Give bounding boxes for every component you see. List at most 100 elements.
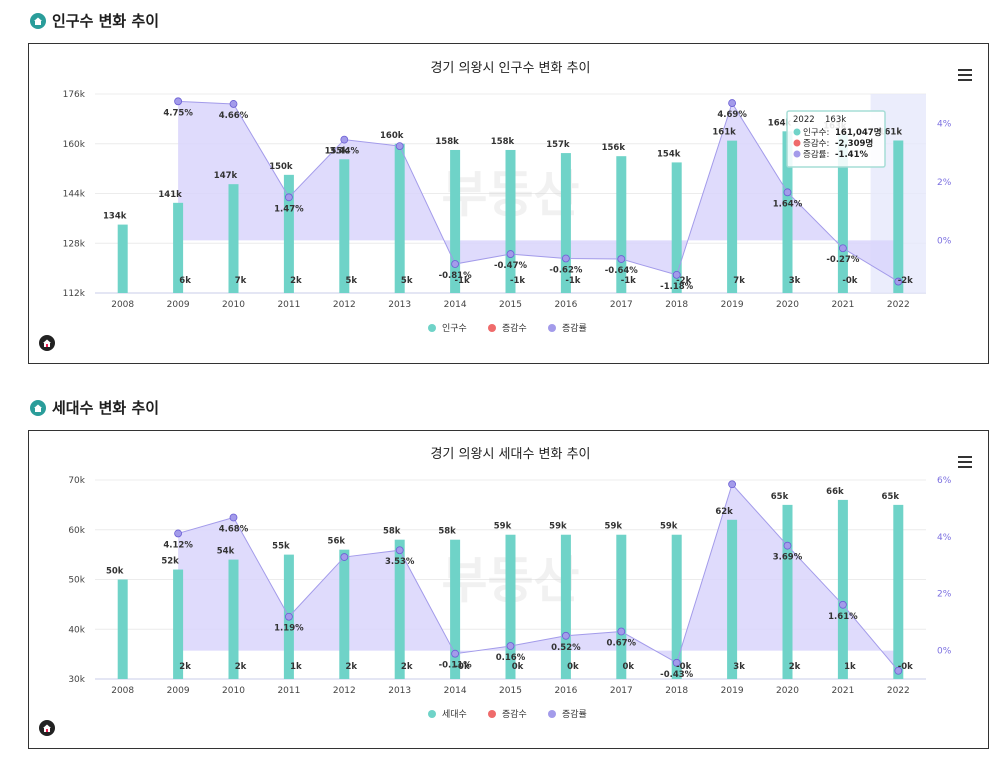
x-axis-tick-label: 2011: [277, 686, 300, 696]
rate-point: [506, 250, 515, 258]
rate-value-label: 4.12%: [163, 540, 193, 550]
x-axis-tick-label: 2022: [887, 686, 910, 696]
change-value-label: 2k: [179, 662, 191, 672]
bar: [173, 569, 184, 679]
y-axis-tick-label: 40k: [68, 625, 85, 635]
rate-point: [728, 480, 736, 489]
chart-title: 경기 의왕시 인구수 변화 추이: [430, 61, 590, 76]
home-icon: [30, 12, 46, 29]
rate-value-label: -0.11%: [439, 661, 472, 671]
bar: [505, 149, 516, 293]
bar: [837, 134, 848, 293]
x-axis-tick-label: 2010: [222, 686, 245, 696]
x-axis-tick-label: 2014: [444, 300, 467, 310]
x-axis-tick-label: 2018: [665, 686, 688, 696]
rate-value-label: 3.44%: [330, 147, 360, 157]
rate-value-label: -0.81%: [439, 271, 472, 281]
x-axis-tick-label: 2015: [499, 300, 522, 310]
rate-value-label: -0.47%: [494, 261, 527, 271]
bar: [505, 534, 516, 679]
bar-value-label: 52k: [161, 557, 179, 567]
legend-label: 세대수: [442, 709, 467, 720]
bar: [671, 534, 682, 679]
rate-point: [174, 97, 183, 106]
bar-value-label: 156k: [602, 143, 626, 153]
bar: [727, 140, 738, 293]
bar: [616, 156, 627, 293]
rate-point: [284, 193, 293, 202]
rate-value-label: 0.67%: [607, 639, 637, 649]
x-axis-tick-label: 2017: [610, 300, 633, 310]
change-value-label: 0k: [512, 662, 524, 672]
rate-value-label: 1.47%: [274, 204, 304, 214]
tooltip-header: 2022: [793, 115, 815, 125]
bar: [173, 202, 184, 293]
bar-value-label: 150k: [269, 162, 293, 172]
rate-line: [177, 483, 899, 672]
bar-value-label: 56k: [328, 537, 346, 547]
bar-value-label: 147k: [214, 171, 238, 181]
rate-point: [562, 631, 570, 640]
bar: [727, 519, 738, 679]
rate-value-label: 0.52%: [551, 643, 581, 653]
bar: [394, 143, 405, 293]
change-value-label: -1k: [510, 276, 525, 286]
x-axis-tick-label: 2015: [499, 686, 522, 696]
rate-point: [451, 260, 460, 268]
rate-line: [178, 100, 899, 283]
change-value-label: -1k: [565, 276, 580, 286]
legend-marker: [428, 324, 436, 332]
change-value-label: 5k: [401, 276, 413, 286]
bar: [837, 499, 848, 679]
legend-label: 인구수: [442, 323, 467, 334]
x-axis-tick-label: 2013: [388, 686, 411, 696]
rate-value-label: -0.62%: [549, 265, 582, 275]
y-axis-tick-label: 112k: [63, 289, 86, 299]
x-axis-tick-label: 2012: [333, 300, 356, 310]
bar-value-label: 157k: [546, 140, 570, 150]
y2-axis-tick-label: 2%: [937, 178, 952, 188]
legend-label: 증감수: [502, 708, 527, 720]
y-axis-tick-label: 160k: [63, 140, 86, 150]
change-value-label: -0k: [898, 662, 913, 672]
y2-axis-tick-label: 0%: [937, 647, 952, 657]
household-chart: 경기 의왕시 세대수 변화 추이30k40k50k60k70k0%2%4%6%부…: [68, 447, 952, 720]
bar-value-label: 160k: [380, 131, 404, 141]
household-section-title: 세대수 변화 추이: [30, 397, 159, 418]
rate-point: [672, 270, 681, 279]
x-axis-tick-label: 2016: [554, 300, 577, 310]
change-value-label: 1k: [844, 662, 856, 672]
rate-point: [617, 255, 626, 263]
change-value-label: -1k: [621, 276, 636, 286]
rate-point: [340, 553, 349, 561]
bar: [283, 174, 294, 293]
bar-value-label: 154k: [657, 149, 681, 159]
chart-menu-button[interactable]: [958, 66, 972, 84]
tooltip-row-value: -1.41%: [835, 150, 868, 160]
rate-point: [839, 600, 847, 609]
change-value-label: 7k: [733, 276, 745, 286]
tooltip-row-label: 증감수:: [803, 138, 829, 149]
rate-point: [783, 188, 792, 197]
y-axis-tick-label: 60k: [68, 526, 85, 536]
change-value-label: 6k: [179, 276, 191, 286]
bar-value-label: 65k: [882, 492, 900, 502]
brand-logo-icon: [39, 335, 55, 351]
bar: [560, 534, 571, 679]
rate-value-label: 1.61%: [828, 612, 858, 622]
x-axis-tick-label: 2018: [665, 300, 688, 310]
bar: [117, 579, 128, 679]
population-section-title: 인구수 변화 추이: [30, 10, 159, 31]
chart-menu-button[interactable]: [958, 453, 972, 471]
tooltip-row-label: 인구수:: [803, 127, 829, 138]
tooltip-marker: [793, 139, 801, 147]
bar: [228, 184, 239, 293]
bar: [560, 153, 571, 293]
bar: [782, 131, 793, 293]
x-axis-tick-label: 2017: [610, 686, 633, 696]
bar-value-label: 158k: [491, 137, 515, 147]
change-value-label: 3k: [789, 276, 801, 286]
tooltip-extra: 163k: [825, 115, 846, 125]
rate-point: [617, 627, 626, 636]
rate-value-label: 0.16%: [496, 653, 526, 663]
